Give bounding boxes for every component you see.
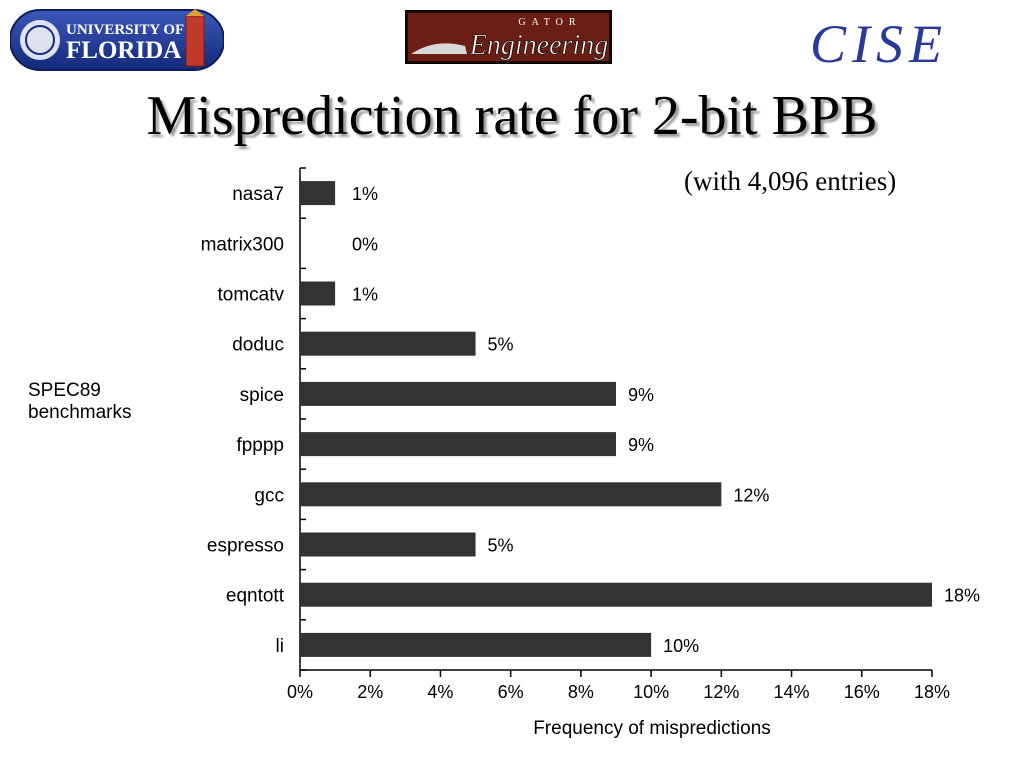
value-label-fpppp: 9%	[628, 435, 654, 455]
university-of-florida-logo: UNIVERSITY OF FLORIDA	[10, 9, 224, 71]
slide-title: Misprediction rate for 2-bit BPB	[146, 85, 878, 147]
category-label-spice: spice	[240, 385, 284, 406]
bar-fpppp	[300, 432, 616, 457]
gator-logo-small: GATOR	[518, 17, 581, 28]
x-tick-label: 2%	[357, 682, 383, 702]
category-label-nasa7: nasa7	[232, 184, 284, 205]
x-tick-label: 0%	[287, 682, 313, 702]
x-tick-label: 8%	[568, 682, 594, 702]
category-label-eqntott: eqntott	[226, 586, 285, 607]
x-tick-label: 6%	[498, 682, 524, 702]
bar-tomcatv	[300, 281, 336, 306]
category-label-matrix300: matrix300	[201, 234, 284, 255]
category-label-doduc: doduc	[232, 335, 284, 356]
value-label-tomcatv: 1%	[352, 285, 378, 305]
value-label-eqntott: 18%	[944, 586, 980, 606]
category-label-gcc: gcc	[254, 485, 284, 506]
x-tick-label: 18%	[914, 682, 950, 702]
uf-logo-line2: FLORIDA	[66, 37, 181, 64]
cise-logo-text: CISE	[810, 14, 948, 70]
value-label-spice: 9%	[628, 385, 654, 405]
x-axis-label: Frequency of mispredictions	[533, 718, 771, 739]
uf-logo-line1: UNIVERSITY OF	[66, 22, 184, 38]
cise-logo: CISE	[810, 14, 948, 70]
gator-logo-big: Engineering	[469, 30, 608, 61]
category-label-espresso: espresso	[207, 536, 284, 557]
value-label-li: 10%	[663, 636, 699, 656]
category-label-li: li	[276, 636, 284, 657]
bar-nasa7	[300, 181, 336, 206]
bar-spice	[300, 381, 616, 406]
value-label-doduc: 5%	[488, 335, 514, 355]
value-label-matrix300: 0%	[352, 234, 378, 254]
x-tick-label: 14%	[774, 682, 810, 702]
category-label-tomcatv: tomcatv	[217, 285, 284, 306]
bar-li	[300, 632, 652, 657]
value-label-espresso: 5%	[488, 536, 514, 556]
value-label-nasa7: 1%	[352, 184, 378, 204]
bar-espresso	[300, 532, 476, 557]
bar-gcc	[300, 482, 722, 507]
bar-doduc	[300, 331, 476, 356]
gator-engineering-logo: GATOR Engineering	[405, 10, 612, 64]
bar-eqntott	[300, 582, 932, 607]
chart-subtitle: (with 4,096 entries)	[684, 166, 897, 196]
y-axis-label: SPEC89 benchmarks	[28, 380, 132, 423]
x-tick-label: 12%	[703, 682, 739, 702]
x-tick-label: 16%	[844, 682, 880, 702]
value-label-gcc: 12%	[733, 485, 769, 505]
x-tick-label: 10%	[633, 682, 669, 702]
category-label-fpppp: fpppp	[236, 435, 284, 456]
x-tick-label: 4%	[427, 682, 453, 702]
misprediction-bar-chart: nasa7 1% matrix300 0% tomcatv 1% doduc 5% spice 9…	[201, 167, 980, 739]
